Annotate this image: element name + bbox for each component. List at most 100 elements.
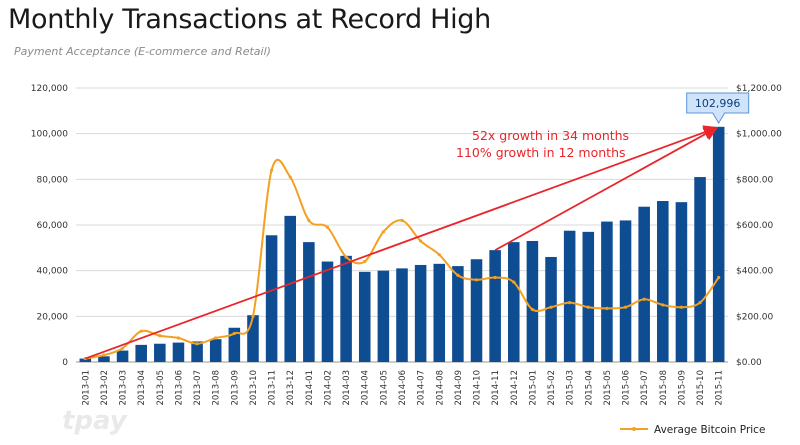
bar: [303, 242, 315, 362]
bar: [526, 240, 539, 362]
bar: [657, 201, 669, 362]
x-tick-label: 2015-01: [528, 370, 538, 406]
bar: [619, 220, 632, 362]
price-point: [251, 314, 255, 318]
bar: [675, 202, 688, 362]
x-tick-label: 2013-05: [156, 370, 166, 406]
y-left-tick-label: 20,000: [37, 312, 69, 322]
price-point: [437, 253, 441, 257]
price-point: [568, 301, 572, 305]
y-right-tick-label: $600.00: [736, 221, 773, 231]
price-point: [698, 301, 702, 305]
price-point: [586, 305, 590, 309]
x-tick-label: 2013-10: [249, 370, 259, 406]
price-point: [307, 218, 311, 223]
growth-arrow: [494, 126, 719, 251]
x-tick-label: 2013-07: [193, 370, 203, 406]
value-callout-box: [686, 92, 750, 124]
growth-annotation-12-months: 110% growth in 12 months: [456, 145, 626, 160]
tpay-watermark: tpay: [62, 406, 127, 436]
y-left-tick-label: 100,000: [31, 130, 68, 140]
y-left-tick-label: 80,000: [37, 175, 69, 185]
x-tick-label: 2015-08: [659, 370, 669, 406]
x-tick-label: 2014-10: [473, 370, 483, 406]
bar: [321, 261, 334, 362]
y-right-tick-label: $1,000.00: [736, 130, 782, 140]
x-tick-label: 2014-05: [379, 370, 389, 406]
bar: [228, 327, 241, 362]
y-right-tick-label: $0.00: [736, 358, 762, 368]
bar: [396, 268, 408, 362]
y-left-tick-label: 0: [62, 358, 68, 368]
price-point: [158, 334, 162, 338]
bar: [563, 230, 576, 362]
price-point: [381, 230, 385, 234]
bar: [694, 177, 706, 362]
bar: [377, 270, 390, 362]
y-right-tick-label: $1,200.00: [736, 84, 782, 94]
bar: [247, 315, 259, 362]
price-point: [456, 273, 460, 277]
price-point: [214, 336, 218, 340]
x-tick-label: 2013-12: [286, 370, 296, 406]
price-point: [717, 275, 721, 280]
x-tick-label: 2014-06: [398, 370, 408, 406]
price-point: [232, 331, 236, 336]
x-tick-label: 2014-07: [417, 370, 427, 406]
x-tick-label: 2015-02: [547, 370, 557, 406]
bar: [284, 215, 297, 362]
price-point: [512, 280, 516, 284]
bar: [340, 255, 352, 362]
bar: [79, 358, 92, 362]
y-left-tick-label: 60,000: [37, 221, 69, 231]
x-tick-label: 2014-12: [510, 370, 520, 406]
bar: [172, 342, 185, 362]
bar: [433, 263, 446, 362]
bar: [98, 356, 110, 362]
bar: [191, 341, 203, 362]
bar: [452, 266, 464, 362]
price-point: [642, 297, 646, 301]
x-tick-label: 2014-02: [323, 370, 333, 406]
y-right-tick-label: $800.00: [736, 175, 773, 185]
price-point: [102, 353, 106, 357]
x-tick-label: 2015-09: [677, 370, 687, 406]
bar: [507, 242, 520, 362]
x-tick-label: 2015-05: [603, 370, 613, 406]
x-tick-label: 2015-11: [715, 370, 725, 406]
x-tick-label: 2013-11: [268, 370, 278, 406]
x-tick-label: 2014-08: [435, 370, 445, 406]
bar: [358, 271, 371, 362]
x-tick-label: 2015-07: [640, 370, 650, 406]
price-point: [176, 336, 181, 340]
bar: [489, 250, 501, 362]
price-point: [325, 225, 330, 229]
growth-annotation-34-months: 52x growth in 34 months: [472, 128, 629, 143]
y-left-tick-label: 120,000: [31, 84, 68, 94]
bitcoin-price-line: [85, 158, 720, 360]
price-point: [288, 175, 292, 179]
bar: [712, 126, 725, 362]
chart-title: Monthly Transactions at Record High: [8, 4, 491, 35]
price-point: [623, 305, 628, 309]
x-tick-label: 2013-03: [119, 370, 129, 406]
bar: [154, 343, 166, 362]
x-tick-label: 2013-09: [230, 370, 240, 406]
price-point: [363, 259, 367, 264]
x-tick-label: 2013-01: [81, 370, 91, 406]
x-tick-label: 2015-10: [696, 370, 706, 406]
x-tick-label: 2015-06: [622, 370, 632, 406]
x-tick-label: 2014-03: [342, 370, 352, 406]
x-tick-label: 2015-03: [566, 370, 576, 406]
bar: [470, 259, 483, 362]
x-tick-label: 2013-06: [174, 370, 184, 406]
x-tick-label: 2014-01: [305, 370, 315, 406]
x-tick-label: 2013-08: [212, 370, 222, 406]
price-point: [679, 305, 684, 309]
bar: [265, 235, 278, 362]
price-point: [661, 303, 665, 307]
price-point: [120, 346, 125, 350]
legend-marker: [632, 427, 636, 431]
bar: [545, 256, 557, 362]
